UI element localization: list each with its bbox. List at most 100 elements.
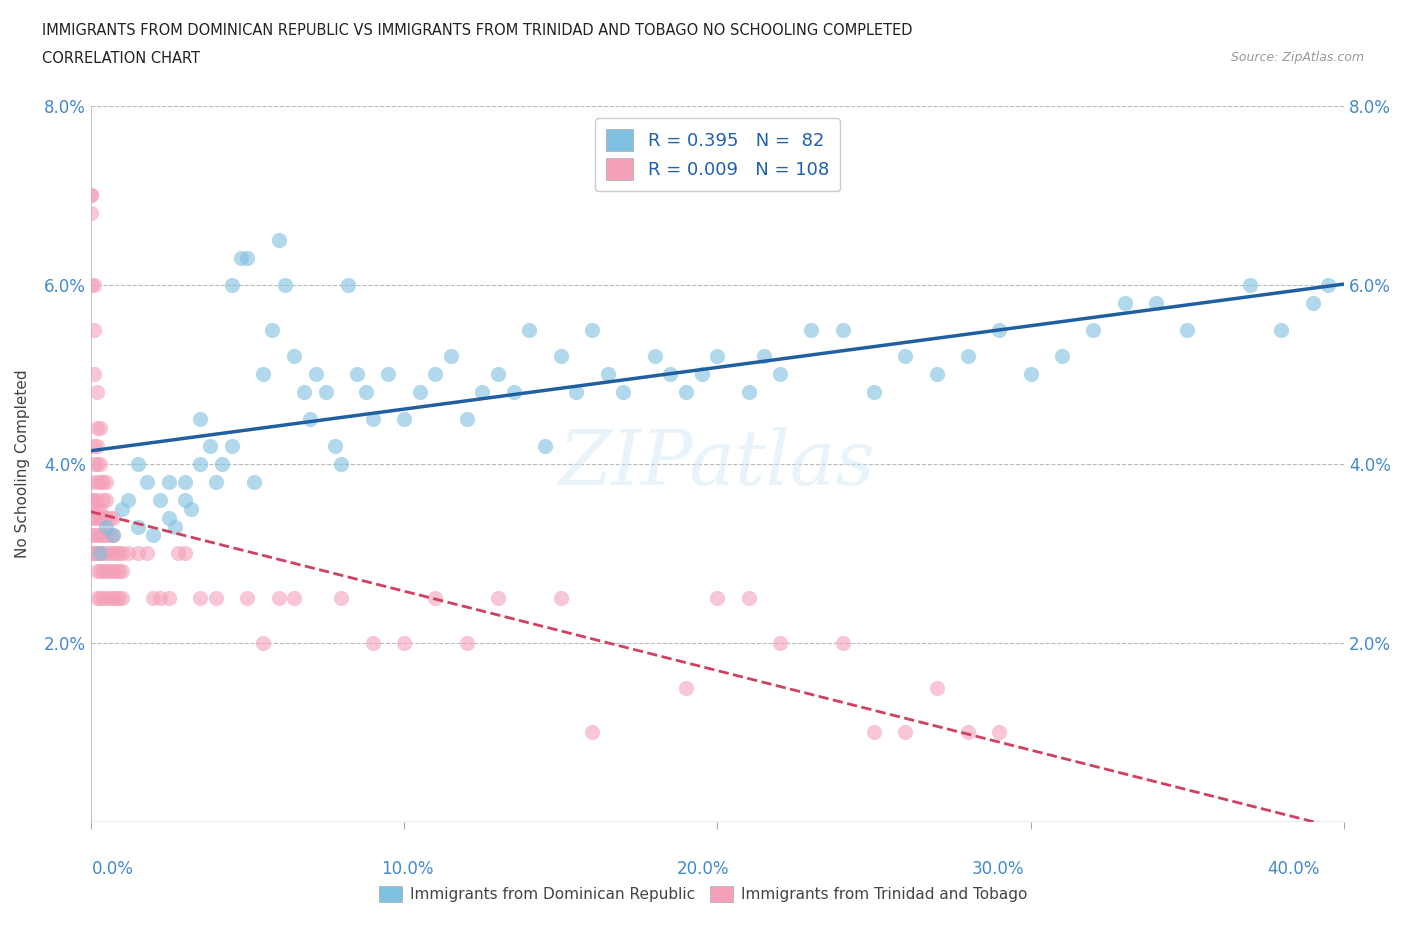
Point — [101, 511, 124, 525]
Point — [80, 511, 103, 525]
Point — [89, 591, 111, 605]
Point — [173, 474, 195, 489]
Point — [831, 635, 853, 650]
Point — [86, 439, 108, 454]
Point — [127, 457, 149, 472]
Text: ZIPatlas: ZIPatlas — [560, 427, 876, 501]
Point — [136, 474, 159, 489]
Point — [86, 492, 108, 507]
Point — [456, 635, 478, 650]
Point — [675, 385, 697, 400]
Point — [988, 322, 1011, 337]
Point — [89, 546, 111, 561]
Legend: Immigrants from Dominican Republic, Immigrants from Trinidad and Tobago: Immigrants from Dominican Republic, Immi… — [373, 880, 1033, 909]
Legend: R = 0.395   N =  82, R = 0.009   N = 108: R = 0.395 N = 82, R = 0.009 N = 108 — [595, 118, 839, 192]
Point — [612, 385, 634, 400]
Point — [292, 385, 315, 400]
Point — [98, 546, 121, 561]
Point — [111, 546, 134, 561]
Point — [91, 546, 114, 561]
Point — [96, 492, 118, 507]
Point — [98, 591, 121, 605]
Point — [86, 501, 108, 516]
Point — [738, 591, 761, 605]
Point — [1270, 322, 1292, 337]
Point — [89, 420, 111, 435]
Point — [425, 366, 447, 381]
Point — [205, 591, 228, 605]
Point — [89, 457, 111, 472]
Point — [101, 564, 124, 578]
Point — [221, 439, 243, 454]
Point — [486, 591, 509, 605]
Point — [456, 412, 478, 427]
Point — [96, 519, 118, 534]
Point — [89, 546, 111, 561]
Point — [1114, 295, 1136, 310]
Point — [80, 277, 103, 292]
Point — [205, 474, 228, 489]
Point — [142, 591, 165, 605]
Point — [274, 277, 297, 292]
Point — [1239, 277, 1261, 292]
Point — [242, 474, 264, 489]
Text: 10.0%: 10.0% — [381, 860, 434, 878]
Point — [96, 591, 118, 605]
Point — [83, 528, 105, 543]
Point — [925, 366, 948, 381]
Point — [117, 546, 139, 561]
Point — [738, 385, 761, 400]
Point — [167, 546, 190, 561]
Text: 40.0%: 40.0% — [1267, 860, 1320, 878]
Point — [754, 349, 776, 364]
Point — [104, 546, 127, 561]
Point — [108, 546, 131, 561]
Point — [111, 564, 134, 578]
Point — [96, 474, 118, 489]
Point — [101, 528, 124, 543]
Point — [83, 546, 105, 561]
Point — [91, 591, 114, 605]
Point — [83, 322, 105, 337]
Point — [190, 457, 212, 472]
Point — [581, 725, 603, 740]
Point — [173, 492, 195, 507]
Point — [356, 385, 378, 400]
Point — [283, 591, 305, 605]
Point — [1177, 322, 1199, 337]
Point — [486, 366, 509, 381]
Point — [299, 412, 322, 427]
Point — [361, 635, 384, 650]
Point — [83, 277, 105, 292]
Point — [101, 591, 124, 605]
Point — [149, 492, 172, 507]
Point — [769, 366, 792, 381]
Point — [83, 439, 105, 454]
Point — [80, 492, 103, 507]
Point — [180, 501, 202, 516]
Point — [157, 511, 180, 525]
Text: Source: ZipAtlas.com: Source: ZipAtlas.com — [1230, 51, 1364, 64]
Point — [323, 439, 346, 454]
Point — [519, 322, 541, 337]
Point — [211, 457, 233, 472]
Point — [86, 420, 108, 435]
Point — [502, 385, 524, 400]
Point — [831, 322, 853, 337]
Point — [83, 511, 105, 525]
Point — [89, 474, 111, 489]
Point — [800, 322, 823, 337]
Point — [330, 591, 353, 605]
Point — [706, 349, 728, 364]
Point — [863, 385, 886, 400]
Point — [127, 519, 149, 534]
Point — [83, 546, 105, 561]
Point — [127, 546, 149, 561]
Point — [83, 501, 105, 516]
Point — [1019, 366, 1042, 381]
Point — [80, 188, 103, 203]
Point — [165, 519, 187, 534]
Point — [894, 725, 917, 740]
Point — [581, 322, 603, 337]
Point — [157, 591, 180, 605]
